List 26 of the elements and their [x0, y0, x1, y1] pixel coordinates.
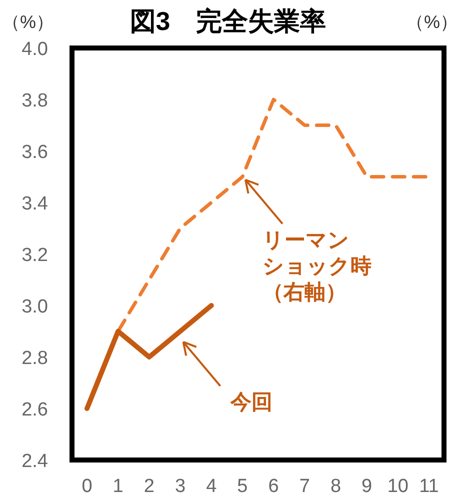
x-tick-label: 10: [387, 476, 408, 497]
x-tick-label: 2: [144, 476, 154, 497]
y-tick-label: 3.4: [22, 194, 48, 214]
x-tick-label: 3: [174, 476, 186, 497]
y-axis-title: （%）: [406, 12, 456, 32]
annotation: リーマンショック時（右軸）: [262, 228, 372, 304]
chart-title: 図3 完全失業率: [130, 6, 326, 36]
x-tick-label: 7: [299, 476, 310, 497]
x-tick-label: 1: [112, 476, 124, 497]
y-tick-label: 2.4: [22, 451, 48, 472]
annotation: 今回: [229, 390, 272, 414]
y-tick-label: 3.6: [22, 142, 48, 163]
y2-axis-title: （%）: [2, 12, 54, 32]
x-tick-label: 5: [237, 476, 248, 497]
x-tick-label: 9: [362, 476, 372, 497]
y-tick-label: 3.0: [22, 296, 48, 318]
x-tick-label: 8: [330, 476, 342, 497]
y-tick-label: 4.0: [22, 39, 48, 60]
y-tick-label: 3.2: [22, 245, 48, 266]
y-tick-label: 3.8: [22, 90, 48, 112]
x-tick-label: 0: [82, 476, 92, 497]
x-tick-label: 11: [419, 476, 439, 497]
y-tick-label: 2.8: [22, 348, 48, 369]
x-tick-label: 6: [268, 476, 279, 497]
x-tick-label: 4: [206, 476, 218, 497]
y-tick-label: 2.6: [22, 400, 48, 420]
